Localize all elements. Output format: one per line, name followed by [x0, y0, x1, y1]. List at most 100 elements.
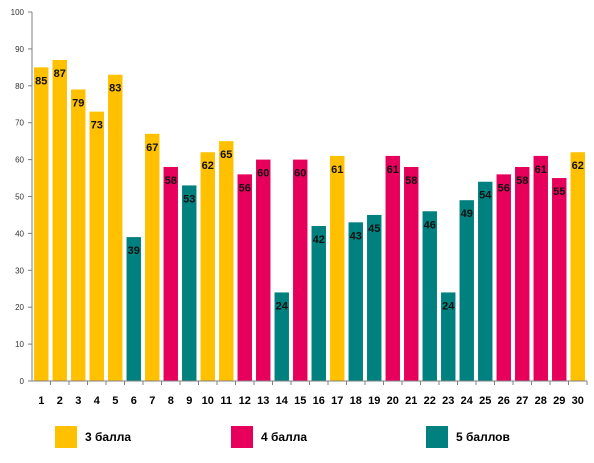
y-tick-label: 100: [11, 8, 25, 17]
x-tick-label: 27: [516, 395, 528, 407]
legend-item-5: 5 баллов: [426, 424, 510, 450]
data-label: 83: [109, 83, 121, 95]
bar: [570, 152, 585, 381]
data-label: 58: [405, 175, 417, 187]
data-label: 79: [72, 97, 84, 109]
data-label: 62: [572, 160, 584, 172]
x-tick-label: 11: [220, 395, 232, 407]
bar: [108, 74, 123, 381]
x-axis: 1 2 3 4 5 6 7 8 9 10 11 12 13 14 15 16 17 18 19 20 21 22 23 24 2…: [32, 380, 588, 407]
bar: [71, 89, 86, 382]
data-label: 49: [461, 208, 473, 220]
y-tick-label: 20: [15, 303, 24, 312]
legend-swatch-4: [231, 426, 253, 448]
bar: [478, 181, 493, 381]
x-tick-label: 25: [479, 395, 491, 407]
x-tick-label: 14: [276, 395, 289, 407]
y-tick-label: 30: [15, 266, 24, 275]
bar: [515, 166, 530, 381]
data-label: 67: [146, 142, 158, 154]
data-label: 46: [424, 219, 436, 231]
bar: [237, 174, 252, 381]
bar: [126, 237, 141, 381]
x-tick-label: 8: [168, 395, 174, 407]
bar: [348, 222, 363, 381]
y-tick-label: 70: [15, 119, 24, 128]
bar: [404, 166, 419, 381]
x-tick-label: 1: [38, 395, 44, 407]
data-labels: 85 87 79 73 83 39 67 58 53 62 65 56 60 24 60 42 61 43 45 61…: [35, 68, 584, 312]
x-tick-label: 10: [202, 395, 214, 407]
data-label: 58: [516, 175, 528, 187]
bar: [256, 159, 271, 381]
y-tick-label: 0: [20, 377, 25, 386]
y-tick-label: 60: [15, 156, 24, 165]
x-tick-label: 18: [350, 395, 362, 407]
y-tick-label: 90: [15, 45, 24, 54]
bars: [34, 59, 585, 382]
bar: [459, 200, 474, 381]
x-tick-label: 29: [553, 395, 565, 407]
data-label: 42: [313, 234, 325, 246]
bar: [330, 155, 345, 381]
legend-swatch-5: [426, 426, 448, 448]
bar: [496, 174, 511, 381]
x-tick-label: 3: [75, 395, 81, 407]
x-tick-label: 4: [94, 395, 101, 407]
x-tick-label: 15: [294, 395, 306, 407]
bar: [200, 152, 215, 381]
x-tick-label: 22: [424, 395, 436, 407]
data-label: 56: [498, 182, 510, 194]
x-tick-label: 2: [57, 395, 63, 407]
x-tick-label: 30: [572, 395, 584, 407]
data-label: 56: [239, 182, 251, 194]
data-label: 55: [553, 186, 565, 198]
data-label: 24: [442, 300, 455, 312]
x-tick-label: 19: [368, 395, 380, 407]
data-label: 73: [91, 120, 103, 132]
bar: [219, 141, 234, 381]
bar: [533, 155, 548, 381]
bar: [145, 133, 160, 381]
y-tick-label: 40: [15, 229, 24, 238]
bar: [311, 226, 326, 381]
bar: [441, 292, 456, 381]
data-label: 61: [331, 164, 343, 176]
y-tick-label: 10: [15, 340, 24, 349]
bar: [34, 67, 49, 381]
bar: [182, 185, 197, 381]
data-label: 85: [35, 75, 47, 87]
bar: [52, 59, 67, 381]
data-label: 61: [535, 164, 547, 176]
legend-label-4: 4 балла: [261, 430, 308, 444]
bar: [274, 292, 289, 381]
x-tick-label: 23: [442, 395, 454, 407]
x-tick-label: 24: [461, 395, 474, 407]
bar: [367, 214, 382, 381]
legend-item-3: 3 балла: [55, 424, 131, 450]
data-label: 53: [183, 193, 195, 205]
data-label: 60: [294, 168, 306, 180]
data-label: 87: [54, 68, 66, 80]
data-label: 61: [387, 164, 399, 176]
bar: [293, 159, 308, 381]
data-label: 45: [368, 223, 380, 235]
data-label: 24: [276, 300, 289, 312]
x-tick-label: 5: [112, 395, 118, 407]
data-label: 62: [202, 160, 214, 172]
x-tick-label: 21: [405, 395, 417, 407]
data-label: 65: [220, 149, 232, 161]
data-label: 43: [350, 230, 362, 242]
data-label: 39: [128, 245, 140, 257]
x-tick-label: 12: [239, 395, 251, 407]
bar: [552, 178, 567, 381]
data-label: 60: [257, 168, 269, 180]
x-tick-label: 16: [313, 395, 325, 407]
x-tick-label: 17: [331, 395, 343, 407]
legend-swatch-3: [55, 426, 77, 448]
bar: [385, 155, 400, 381]
bar: [89, 111, 104, 381]
legend-item-4: 4 балла: [231, 424, 307, 450]
legend-label-3: 3 балла: [85, 430, 132, 444]
